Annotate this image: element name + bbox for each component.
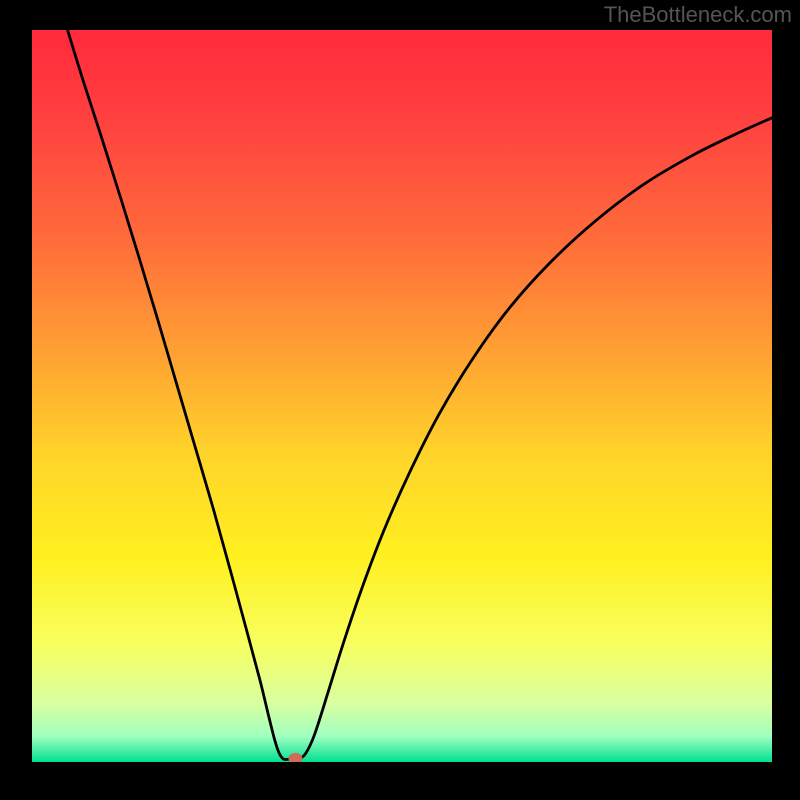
watermark-text: TheBottleneck.com — [604, 2, 792, 28]
bottleneck-curve — [68, 30, 772, 760]
curve-layer — [32, 30, 772, 762]
chart-container: TheBottleneck.com — [0, 0, 800, 800]
plot-area — [32, 30, 772, 762]
minimum-marker — [288, 753, 302, 762]
